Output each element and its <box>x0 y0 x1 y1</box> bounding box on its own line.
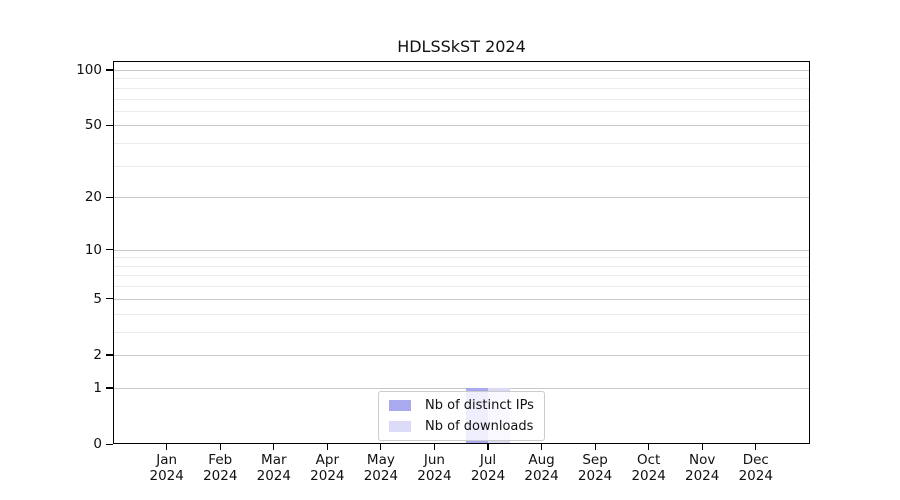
x-tick-mark <box>273 444 275 450</box>
x-tick-label: Sep 2024 <box>555 452 635 484</box>
x-tick-sublabel: 2024 <box>363 467 399 484</box>
y-tick-label: 2 <box>93 346 102 363</box>
x-tick-label: Jan 2024 <box>127 452 207 484</box>
y-tick-label: 100 <box>76 61 102 78</box>
legend: Nb of distinct IPs Nb of downloads <box>378 391 545 441</box>
x-tick-sublabel: 2024 <box>577 467 613 484</box>
y-tick-mark <box>106 124 113 127</box>
y-tick-label: 1 <box>93 379 102 396</box>
y-tick-mark <box>106 443 113 445</box>
x-tick-sublabel: 2024 <box>203 467 238 484</box>
y-tick-label: 5 <box>93 290 102 307</box>
chart-title: HDLSSkST 2024 <box>397 37 526 56</box>
gridline-major <box>113 125 810 127</box>
x-tick-label: Nov 2024 <box>662 452 742 484</box>
gridline-major <box>113 298 810 300</box>
x-tick-mark <box>219 444 221 450</box>
x-tick-mark <box>648 444 650 450</box>
gridline-minor <box>113 265 810 267</box>
gridline-minor <box>113 257 810 259</box>
y-tick-label: 0 <box>93 436 102 452</box>
x-tick-sublabel: 2024 <box>631 467 666 484</box>
gridline-minor <box>113 275 810 277</box>
gridline-minor <box>113 87 810 89</box>
gridline-minor <box>113 78 810 80</box>
x-tick-label: Feb 2024 <box>180 452 260 484</box>
gridline-major <box>113 354 810 356</box>
x-tick-sublabel: 2024 <box>310 467 345 484</box>
x-tick-label: May 2024 <box>341 452 421 484</box>
x-tick-mark <box>594 444 596 450</box>
y-tick-mark <box>106 249 113 251</box>
y-tick-mark <box>106 69 113 71</box>
x-tick-label: Mar 2024 <box>234 452 314 484</box>
x-tick-label: Dec 2024 <box>716 452 796 484</box>
y-tick-label: 50 <box>84 117 102 134</box>
x-tick-mark <box>755 444 757 450</box>
x-tick-sublabel: 2024 <box>256 467 291 484</box>
legend-label-distinct-ips: Nb of distinct IPs <box>425 398 534 413</box>
x-tick-mark <box>380 444 382 450</box>
x-tick-sublabel: 2024 <box>524 467 559 484</box>
gridline-minor <box>113 98 810 100</box>
x-tick-label: Jul 2024 <box>448 452 528 484</box>
y-tick-label: 20 <box>84 189 102 206</box>
gridline-minor <box>113 331 810 333</box>
legend-swatch-downloads <box>389 421 411 432</box>
gridline-minor <box>113 286 810 288</box>
gridline-major <box>113 69 810 71</box>
y-tick-mark <box>106 196 113 198</box>
legend-item-distinct-ips: Nb of distinct IPs <box>389 398 534 413</box>
y-tick-mark <box>106 387 113 389</box>
x-tick-mark <box>487 444 489 450</box>
legend-swatch-distinct-ips <box>389 400 411 411</box>
legend-item-downloads: Nb of downloads <box>389 419 534 434</box>
x-tick-label: Aug 2024 <box>502 452 582 484</box>
x-tick-sublabel: 2024 <box>738 467 773 484</box>
gridline-minor <box>113 313 810 315</box>
x-tick-mark <box>701 444 703 450</box>
x-tick-label: Jun 2024 <box>394 452 474 484</box>
y-tick-mark <box>106 354 113 356</box>
legend-label-downloads: Nb of downloads <box>425 419 534 434</box>
x-tick-mark <box>326 444 328 450</box>
x-tick-sublabel: 2024 <box>470 467 506 484</box>
x-tick-label: Oct 2024 <box>609 452 689 484</box>
x-tick-mark <box>433 444 436 450</box>
x-tick-sublabel: 2024 <box>685 467 720 484</box>
x-tick-sublabel: 2024 <box>149 467 184 484</box>
x-tick-label: Apr 2024 <box>287 452 367 484</box>
gridline-major <box>113 249 810 251</box>
gridline-major <box>113 387 810 389</box>
gridline-minor <box>113 165 810 167</box>
gridline-minor <box>113 143 810 145</box>
x-tick-mark <box>166 444 168 450</box>
y-tick-label: 10 <box>84 241 102 258</box>
x-tick-sublabel: 2024 <box>417 467 452 484</box>
gridline-minor <box>113 110 810 112</box>
y-tick-mark <box>106 298 113 300</box>
gridline-major <box>113 197 810 199</box>
x-tick-mark <box>540 444 543 450</box>
